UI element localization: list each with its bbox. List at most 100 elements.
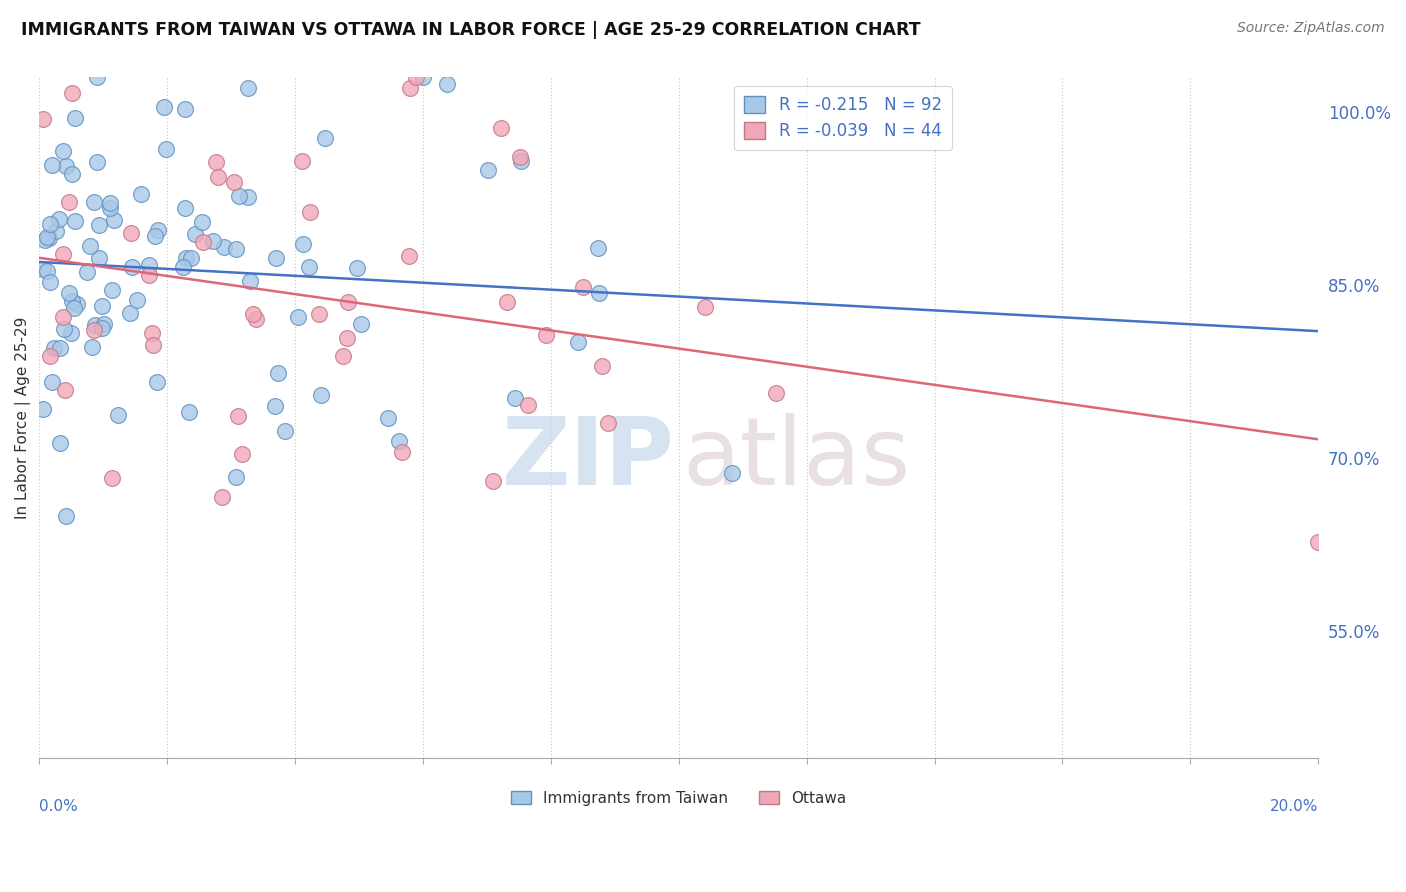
Point [63, 301, 86, 316]
Point [177, 404, 200, 418]
Point [721, 467, 744, 481]
Point [141, 326, 163, 340]
Point [131, 187, 153, 202]
Point [155, 142, 177, 156]
Point [337, 295, 360, 310]
Text: ZIP: ZIP [502, 413, 675, 505]
Point [138, 268, 160, 282]
Point [120, 226, 142, 240]
Point [207, 170, 229, 185]
Point [205, 154, 228, 169]
Text: atlas: atlas [683, 413, 911, 505]
Point [48, 211, 70, 226]
Point [83, 323, 105, 337]
Point [405, 70, 427, 85]
Point [55, 160, 77, 174]
Point [398, 249, 420, 263]
Point [148, 223, 170, 237]
Point [145, 375, 167, 389]
Point [489, 121, 512, 136]
Point [567, 335, 589, 350]
Point [308, 307, 330, 321]
Text: 0.0%: 0.0% [39, 799, 79, 814]
Point [138, 258, 160, 272]
Point [118, 306, 141, 320]
Point [38, 231, 60, 245]
Point [238, 80, 260, 95]
Point [52, 310, 75, 325]
Point [60, 86, 83, 100]
Point [174, 252, 197, 266]
Point [142, 338, 165, 352]
Point [38, 217, 60, 231]
Point [101, 283, 124, 297]
Point [211, 490, 233, 504]
Point [225, 242, 247, 256]
Point [482, 474, 505, 488]
Point [311, 388, 333, 402]
Point [228, 188, 250, 202]
Point [153, 100, 176, 114]
Point [598, 416, 620, 430]
Point [572, 280, 595, 294]
Point [41, 158, 63, 172]
Point [242, 307, 264, 321]
Point [693, 300, 716, 314]
Point [536, 327, 558, 342]
Point [503, 391, 526, 405]
Point [103, 213, 125, 227]
Point [1308, 535, 1330, 549]
Point [35, 263, 58, 277]
Point [49, 436, 72, 450]
Point [60, 294, 83, 309]
Point [412, 70, 434, 85]
Point [191, 235, 214, 249]
Point [101, 471, 124, 485]
Point [125, 293, 148, 307]
Point [292, 237, 315, 252]
Point [377, 411, 399, 425]
Point [388, 434, 411, 449]
Point [45, 223, 67, 237]
Point [314, 131, 336, 145]
Point [172, 260, 194, 274]
Point [63, 112, 86, 126]
Point [399, 80, 422, 95]
Point [231, 447, 253, 461]
Point [190, 215, 212, 229]
Point [55, 508, 77, 523]
Point [477, 163, 499, 178]
Point [264, 399, 287, 413]
Point [350, 317, 373, 331]
Point [516, 398, 538, 412]
Point [34, 234, 56, 248]
Point [60, 167, 83, 181]
Point [87, 251, 110, 265]
Point [180, 252, 202, 266]
Point [41, 375, 63, 389]
Text: 20.0%: 20.0% [1270, 799, 1319, 814]
Point [588, 285, 610, 300]
Point [174, 201, 197, 215]
Point [66, 297, 89, 311]
Point [83, 318, 105, 333]
Point [143, 229, 166, 244]
Point [80, 340, 103, 354]
Point [222, 175, 245, 189]
Point [86, 70, 108, 85]
Point [287, 310, 309, 324]
Point [93, 318, 115, 332]
Point [336, 331, 359, 345]
Point [226, 409, 249, 424]
Point [39, 349, 62, 363]
Point [52, 246, 75, 260]
Point [274, 424, 297, 438]
Point [496, 295, 519, 310]
Point [586, 241, 609, 255]
Legend: Immigrants from Taiwan, Ottawa: Immigrants from Taiwan, Ottawa [505, 785, 852, 812]
Point [31, 402, 53, 417]
Point [291, 153, 314, 168]
Text: IMMIGRANTS FROM TAIWAN VS OTTAWA IN LABOR FORCE | AGE 25-29 CORRELATION CHART: IMMIGRANTS FROM TAIWAN VS OTTAWA IN LABO… [21, 21, 921, 39]
Point [509, 151, 531, 165]
Point [63, 214, 86, 228]
